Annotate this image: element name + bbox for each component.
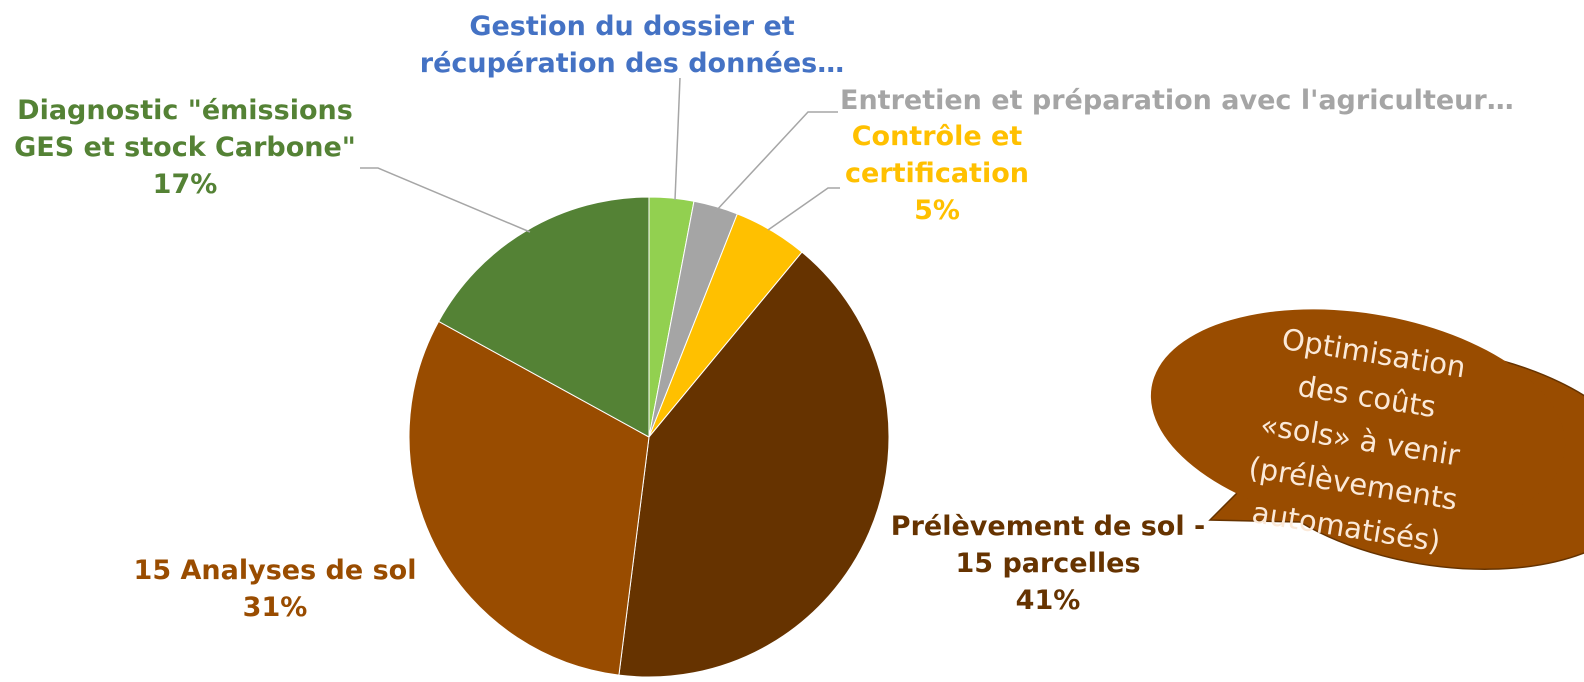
slice-label: 15 Analyses de sol 31% <box>0 552 575 626</box>
value-label: 41% <box>1015 585 1081 616</box>
category-name: Prélèvement de sol - 15 parcelles <box>890 511 1206 579</box>
slice-label: Gestion du dossier et récupération des d… <box>332 8 932 82</box>
slice-label: Diagnostic "émissions GES et stock Carbo… <box>0 92 485 203</box>
leader-lines <box>360 77 840 233</box>
category-name: Diagnostic "émissions GES et stock Carbo… <box>14 95 356 163</box>
callout-fill <box>1150 309 1566 531</box>
value-label: 31% <box>242 592 308 623</box>
pie-slice <box>408 320 650 676</box>
value-label: 5% <box>914 195 960 226</box>
category-name: Entretien et préparation avec l'agricult… <box>840 85 1514 116</box>
value-label: 17% <box>152 169 218 200</box>
category-name: Contrôle et certification <box>845 121 1029 189</box>
pie-slice <box>618 251 890 678</box>
slice-label: Contrôle et certification 5% <box>637 118 1237 229</box>
slice-label: Prélèvement de sol - 15 parcelles 41% <box>748 508 1348 619</box>
category-name: Gestion du dossier et récupération des d… <box>419 11 845 79</box>
slice-label: Entretien et préparation avec l'agricult… <box>840 82 1514 119</box>
category-name: 15 Analyses de sol <box>133 555 417 586</box>
